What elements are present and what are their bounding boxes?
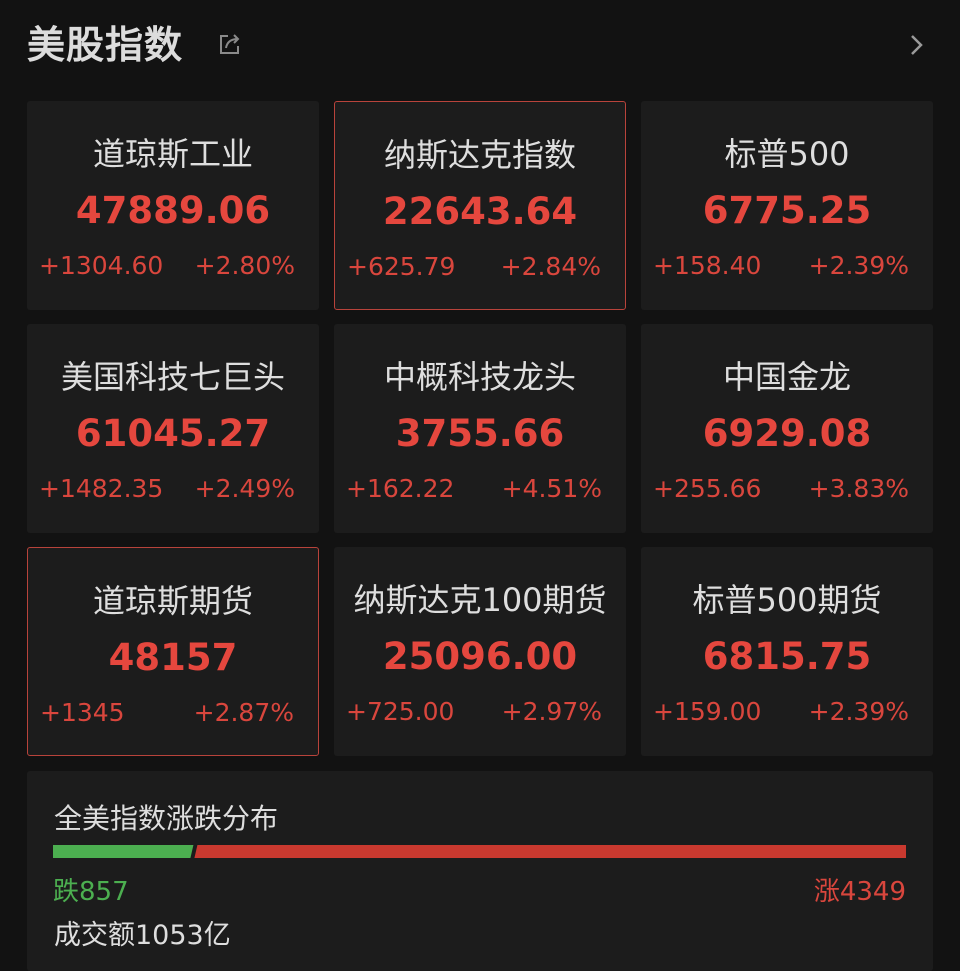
index-percent: +2.39%: [808, 251, 909, 280]
index-change: +1482.35: [39, 474, 164, 503]
index-change: +625.79: [347, 252, 456, 281]
index-value: 6929.08: [702, 412, 872, 455]
index-change: +1345: [40, 698, 125, 727]
index-percent: +3.83%: [808, 474, 909, 503]
index-card[interactable]: 中概科技龙头 3755.66 +162.22 +4.51%: [334, 324, 626, 533]
index-card[interactable]: 中国金龙 6929.08 +255.66 +3.83%: [641, 324, 933, 533]
index-card[interactable]: 纳斯达克指数 22643.64 +625.79 +2.84%: [334, 101, 626, 310]
index-name: 道琼斯工业: [92, 135, 253, 173]
chevron-right-icon[interactable]: [906, 30, 928, 60]
index-percent: +2.39%: [808, 697, 909, 726]
index-grid: 道琼斯工业 47889.06 +1304.60 +2.80% 纳斯达克指数 22643.6…: [27, 101, 933, 756]
index-card[interactable]: 标普500 6775.25 +158.40 +2.39%: [641, 101, 933, 310]
up-count: 涨4349: [813, 877, 906, 907]
index-change: +255.66: [653, 474, 762, 503]
page-title: 美股指数: [27, 23, 184, 67]
distribution-bar: [53, 845, 906, 858]
index-card[interactable]: 标普500期货 6815.75 +159.00 +2.39%: [641, 547, 933, 756]
index-percent: +2.84%: [500, 252, 601, 281]
index-value: 48157: [108, 636, 238, 679]
trading-volume: 成交额1053亿: [54, 920, 231, 951]
index-value: 3755.66: [395, 412, 565, 455]
down-bar-segment: [53, 845, 194, 858]
index-percent: +2.80%: [194, 251, 295, 280]
index-value: 6775.25: [702, 189, 872, 232]
index-name: 美国科技七巨头: [60, 358, 285, 396]
index-name: 纳斯达克100期货: [353, 581, 607, 619]
down-count: 跌857: [53, 877, 129, 907]
index-name: 道琼斯期货: [92, 582, 253, 620]
up-bar-segment: [194, 845, 906, 858]
index-change: +159.00: [653, 697, 762, 726]
index-card[interactable]: 纳斯达克100期货 25096.00 +725.00 +2.97%: [334, 547, 626, 756]
index-name: 纳斯达克指数: [383, 136, 576, 174]
index-percent: +2.87%: [193, 698, 294, 727]
index-change: +1304.60: [39, 251, 164, 280]
share-icon[interactable]: [218, 32, 242, 56]
index-percent: +2.49%: [194, 474, 295, 503]
index-card[interactable]: 道琼斯期货 48157 +1345 +2.87%: [27, 547, 319, 756]
index-value: 47889.06: [75, 189, 271, 232]
index-name: 标普500期货: [692, 581, 882, 619]
index-name: 标普500: [724, 135, 850, 173]
index-value: 61045.27: [75, 412, 271, 455]
index-change: +725.00: [346, 697, 455, 726]
index-change: +162.22: [346, 474, 455, 503]
index-name: 中国金龙: [722, 358, 851, 396]
index-change: +158.40: [653, 251, 762, 280]
index-percent: +2.97%: [501, 697, 602, 726]
distribution-panel[interactable]: 全美指数涨跌分布 跌857 涨4349 成交额1053亿: [27, 771, 933, 971]
index-card[interactable]: 美国科技七巨头 61045.27 +1482.35 +2.49%: [27, 324, 319, 533]
index-percent: +4.51%: [501, 474, 602, 503]
index-value: 25096.00: [382, 635, 578, 678]
index-card[interactable]: 道琼斯工业 47889.06 +1304.60 +2.80%: [27, 101, 319, 310]
distribution-title: 全美指数涨跌分布: [54, 802, 279, 835]
index-value: 6815.75: [702, 635, 872, 678]
index-name: 中概科技龙头: [383, 358, 576, 396]
index-value: 22643.64: [382, 190, 578, 233]
